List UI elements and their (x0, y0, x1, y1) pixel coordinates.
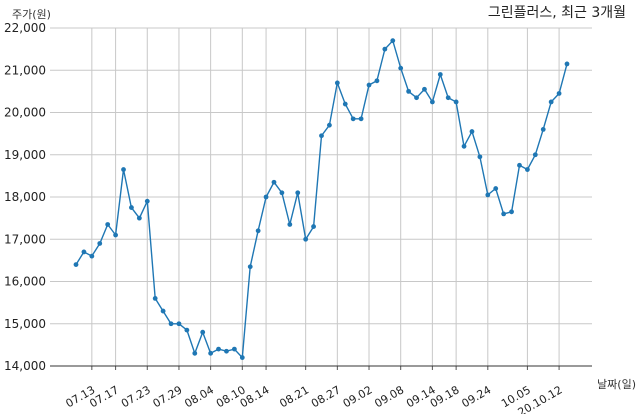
data-point (564, 61, 570, 67)
data-point (414, 95, 419, 101)
data-point (287, 222, 293, 227)
data-point (97, 241, 103, 246)
data-point (517, 162, 522, 168)
data-point (390, 38, 396, 44)
y-tick-label: 17,000 (4, 232, 46, 246)
data-point (231, 346, 237, 352)
y-ticks: 14,000 15,000 16,000 17,000 18,000 19,000 20,0… (4, 21, 46, 373)
data-point (105, 222, 111, 227)
data-point (461, 143, 467, 149)
data-point (477, 154, 483, 160)
y-tick-label: 15,000 (4, 317, 46, 331)
data-point (342, 101, 348, 107)
data-point (271, 179, 277, 185)
y-tick-label: 18,000 (4, 190, 46, 204)
data-point (366, 82, 372, 88)
data-point (144, 198, 150, 204)
x-tick-label: 09.08 (372, 383, 406, 410)
data-point (192, 350, 198, 356)
data-point (295, 190, 301, 196)
data-point (437, 72, 443, 77)
x-tick-label: 07.23 (119, 383, 153, 410)
data-point (113, 232, 118, 238)
data-point (540, 126, 546, 132)
data-point (319, 133, 324, 139)
axes (50, 365, 592, 370)
series-line (75, 39, 568, 360)
data-point (168, 321, 174, 327)
data-point (334, 80, 340, 86)
y-axis-label: 주가(원) (12, 8, 51, 21)
y-tick-label: 16,000 (4, 275, 46, 289)
y-tick-label: 14,000 (4, 359, 46, 373)
data-point (453, 99, 459, 105)
data-point (239, 355, 245, 360)
data-point (422, 86, 427, 92)
data-point (382, 46, 388, 52)
data-point (176, 321, 182, 327)
data-point (255, 228, 261, 234)
series-layer (75, 39, 568, 360)
data-point (445, 95, 451, 101)
x-tick-label: 09.24 (460, 383, 494, 410)
data-point (263, 194, 269, 200)
data-point (216, 346, 221, 352)
chart-title: 그린플러스, 최근 3개월 (487, 5, 626, 21)
data-point (429, 99, 435, 105)
data-point (279, 190, 285, 196)
y-tick-label: 22,000 (4, 21, 46, 35)
data-point (374, 78, 380, 84)
data-point (469, 129, 475, 134)
data-point (73, 262, 79, 267)
data-point (224, 348, 229, 354)
x-tick-label: 09.02 (341, 383, 375, 410)
data-point (509, 209, 514, 215)
data-point (81, 249, 87, 255)
data-point (208, 350, 214, 356)
data-point (501, 211, 507, 217)
data-point (358, 116, 364, 122)
y-tick-label: 20,000 (4, 106, 46, 120)
data-point (121, 167, 126, 172)
data-point (327, 122, 332, 128)
data-point (160, 308, 166, 314)
data-point (184, 327, 190, 333)
data-point (485, 192, 491, 198)
data-point (525, 167, 530, 172)
x-tick-label: 08.21 (277, 383, 311, 410)
data-point (556, 91, 562, 96)
data-point (136, 215, 142, 221)
data-point (200, 329, 206, 335)
data-point (247, 264, 253, 270)
grid (50, 27, 592, 367)
x-tick-label: 08.27 (309, 383, 343, 410)
x-axis-label: 날짜(일) (597, 378, 636, 391)
data-point (493, 186, 499, 191)
data-point (548, 99, 554, 105)
points-layer (73, 38, 570, 360)
data-point (129, 205, 134, 210)
x-tick-label: 07.29 (151, 383, 185, 410)
x-tick-label: 08.04 (182, 383, 216, 410)
y-tick-label: 19,000 (4, 148, 46, 162)
data-point (89, 253, 95, 259)
data-point (152, 296, 158, 301)
data-point (350, 116, 356, 122)
y-tick-label: 21,000 (4, 63, 46, 77)
data-point (303, 236, 309, 242)
data-point (532, 152, 538, 158)
data-point (311, 224, 316, 229)
data-point (406, 88, 412, 94)
data-point (398, 65, 404, 71)
